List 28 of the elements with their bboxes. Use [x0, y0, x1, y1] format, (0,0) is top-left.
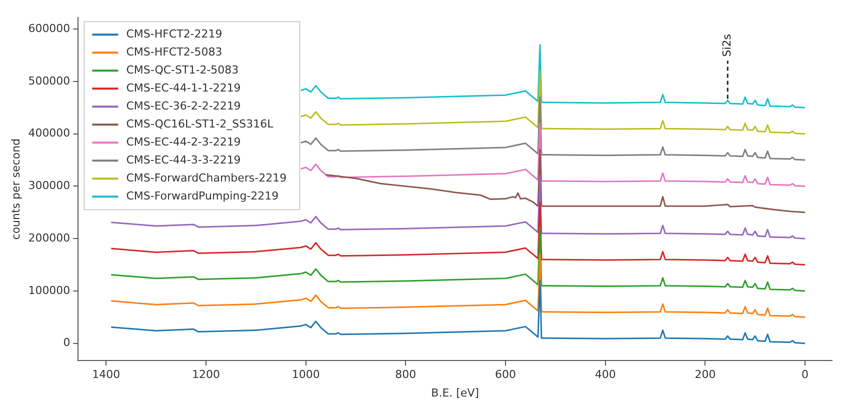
legend-label: CMS-ForwardChambers-2219 [126, 171, 287, 184]
legend-label: CMS-QC-ST1-2-5083 [126, 63, 239, 76]
legend-label: CMS-EC-44-3-3-2219 [126, 153, 241, 166]
x-tick-label: 200 [694, 368, 716, 382]
y-tick-label: 200000 [28, 231, 70, 244]
legend-label: CMS-HFCT2-5083 [126, 45, 222, 58]
y-tick-label: 600000 [28, 22, 70, 35]
y-axis-title: counts per second [9, 138, 22, 240]
y-tick-label: 0 [63, 336, 70, 350]
legend-label: CMS-QC16L-ST1-2_SS316L [126, 117, 274, 130]
y-tick-label: 300000 [28, 179, 70, 192]
legend-label: CMS-EC-44-1-1-2219 [126, 81, 241, 94]
annotation: Si2s [720, 34, 734, 57]
y-tick-label: 500000 [28, 74, 70, 88]
y-tick-label: 100000 [28, 284, 70, 297]
x-tick-label: 1400 [92, 368, 120, 382]
x-tick-label: 600 [495, 368, 516, 382]
x-axis-title: B.E. [eV] [431, 386, 480, 400]
legend-label: CMS-ForwardPumping-2219 [126, 189, 279, 202]
x-tick-label: 1000 [292, 368, 320, 382]
legend-label: CMS-EC-44-2-3-2219 [126, 135, 241, 148]
y-tick-label: 400000 [28, 126, 70, 140]
legend-label: CMS-HFCT2-2219 [126, 27, 222, 40]
x-tick-label: 400 [594, 368, 616, 382]
legend-label: CMS-EC-36-2-2-2219 [126, 99, 241, 112]
x-tick-label: 0 [802, 368, 809, 382]
x-tick-label: 800 [395, 368, 416, 382]
x-tick-label: 1200 [192, 368, 220, 382]
